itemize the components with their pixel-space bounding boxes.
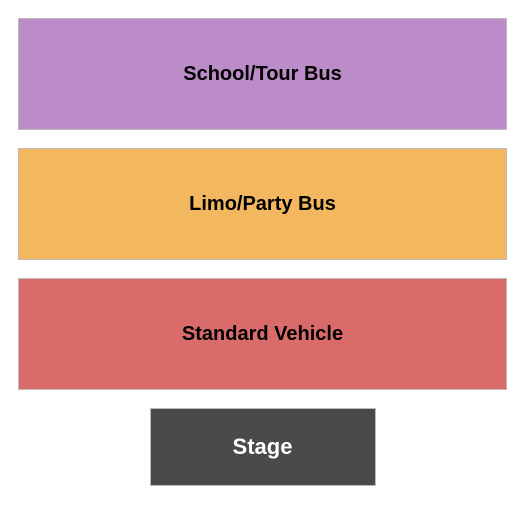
section-limo-party-bus[interactable]: Limo/Party Bus [18, 148, 507, 260]
section-standard-vehicle[interactable]: Standard Vehicle [18, 278, 507, 390]
stage: Stage [150, 408, 376, 486]
section-school-tour-bus[interactable]: School/Tour Bus [18, 18, 507, 130]
seating-chart: School/Tour Bus Limo/Party Bus Standard … [18, 18, 507, 486]
stage-row: Stage [18, 408, 507, 486]
